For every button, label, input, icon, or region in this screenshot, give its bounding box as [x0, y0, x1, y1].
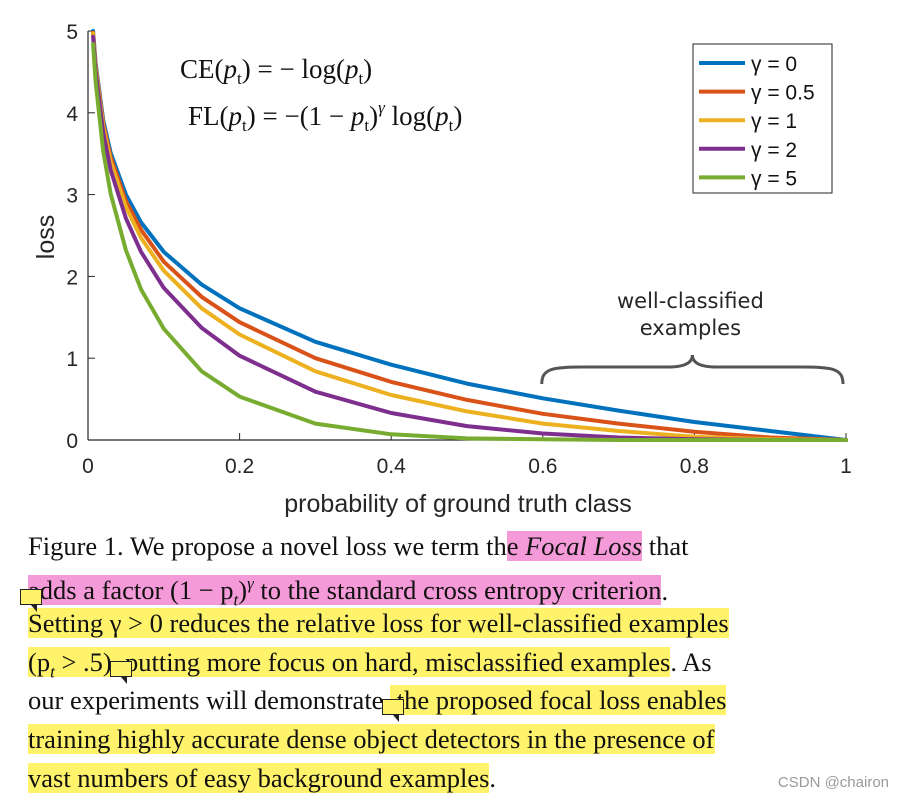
y-tick-label: 2: [66, 266, 78, 289]
chart-legend: γ = 0 γ = 0.5 γ = 1 γ = 2 γ = 5: [692, 43, 833, 194]
y-tick-label: 1: [66, 348, 78, 371]
caption-text: .: [489, 762, 497, 793]
caption-highlight: vast numbers of easy background examples: [28, 762, 490, 793]
formula-ce: CE(pt) = − log(pt): [180, 54, 372, 88]
legend-label: γ = 2: [751, 139, 797, 162]
y-axis-label: loss: [32, 215, 60, 259]
caption-text: that: [642, 531, 689, 561]
caption-highlight: the proposed focal loss enables: [390, 685, 727, 716]
x-axis-label: probability of ground truth class: [284, 490, 631, 518]
caption-text: Figure 1. We propose a novel loss we ter…: [28, 531, 507, 561]
y-tick-label: 3: [66, 185, 78, 208]
x-tick-label: 1: [840, 455, 852, 478]
caption-text: .: [661, 575, 669, 606]
figure-caption: Figure 1. We propose a novel loss we ter…: [20, 527, 854, 798]
chart-axes: 0 0.2 0.4 0.6 0.8 1 0 1 2 3 4 5: [66, 21, 852, 478]
caption-line-7: vast numbers of easy background examples…: [28, 759, 854, 798]
caption-line-5: our experiments will demonstrate, the pr…: [28, 681, 854, 723]
annotation-brace: [540, 354, 845, 385]
legend-label: γ = 1: [751, 110, 797, 133]
caption-highlight: putting more focus on hard, misclassifie…: [118, 646, 671, 677]
series-line-4: [91, 42, 848, 442]
caption-line-1: Figure 1. We propose a novel loss we ter…: [28, 527, 854, 566]
x-tick-label: 0.2: [225, 455, 254, 478]
well-classified-annotation: well-classified examples: [540, 289, 845, 385]
annotation-text: well-classified: [617, 289, 764, 313]
caption-highlight: to the standard cross entropy criterion: [253, 575, 662, 606]
x-tick-label: 0.6: [528, 455, 557, 478]
caption-line-4: (pt > .5), putting more focus on hard, m…: [28, 643, 854, 684]
chart-curves: [91, 29, 848, 442]
caption-line-2: adds a factor (1 − pt)γ to the standard …: [20, 566, 854, 613]
caption-text: . As: [670, 646, 712, 677]
legend-label: γ = 0: [751, 53, 797, 76]
formula-block: CE(pt) = − log(pt) FL(pt) = −(1 − pt)γ l…: [180, 54, 462, 135]
legend-label: γ = 0.5: [751, 82, 815, 105]
x-tick-label: 0: [82, 455, 94, 478]
caption-highlight: training highly accurate dense object de…: [28, 723, 715, 754]
y-tick-label: 0: [66, 430, 78, 453]
legend-label: γ = 5: [751, 167, 797, 190]
caption-line-6: training highly accurate dense object de…: [28, 720, 854, 759]
caption-highlight: Setting γ > 0 reduces the relative loss …: [28, 608, 729, 639]
annotation-text: examples: [640, 316, 741, 340]
y-tick-label: 4: [66, 103, 78, 126]
caption-line-3: Setting γ > 0 reduces the relative loss …: [28, 604, 854, 643]
caption-highlight: e Focal Loss: [506, 531, 643, 561]
caption-highlight: adds a factor (1 − pt)γ: [20, 575, 254, 613]
formula-fl: FL(pt) = −(1 − pt)γ log(pt): [188, 98, 462, 135]
focal-loss-term: Focal Loss: [525, 531, 643, 561]
y-tick-label: 5: [66, 21, 78, 44]
caption-text: our experiments will demonstrate,: [28, 685, 391, 716]
caption-highlight: (pt > .5),: [28, 646, 119, 682]
x-tick-label: 0.4: [377, 455, 407, 478]
x-tick-label: 0.8: [680, 455, 709, 478]
watermark: CSDN @chairon: [777, 774, 889, 791]
